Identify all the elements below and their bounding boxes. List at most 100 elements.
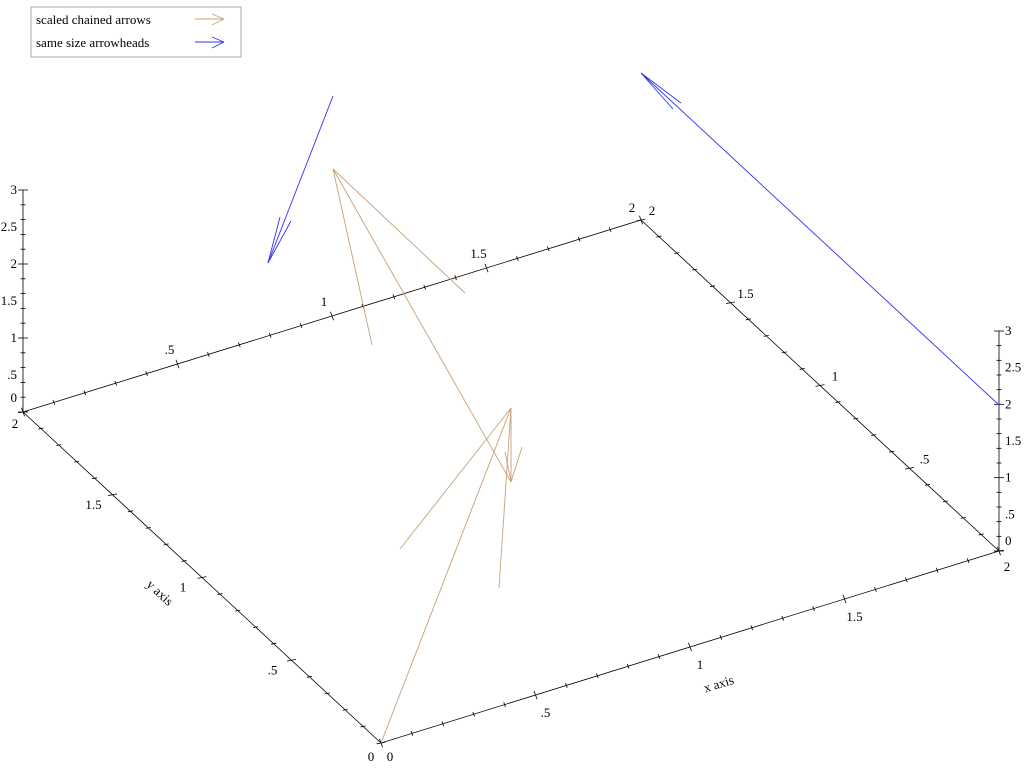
y-tick xyxy=(853,417,859,420)
y-tick xyxy=(306,675,312,678)
y-tick xyxy=(815,384,825,387)
x-tick xyxy=(719,634,723,640)
x-tick xyxy=(484,263,489,273)
y-tick xyxy=(145,526,151,529)
y-tick xyxy=(674,252,680,254)
y-tick xyxy=(799,368,805,370)
z-tick-label-left: 2.5 xyxy=(1,219,17,234)
x-tick xyxy=(52,399,56,405)
y-tick xyxy=(286,658,297,662)
y-tick xyxy=(197,576,207,579)
y-tick xyxy=(960,517,966,519)
chained-arrow-3-head-a xyxy=(510,446,523,483)
y-tick-label: 1 xyxy=(180,580,187,595)
x-tick-label: 1 xyxy=(697,657,704,672)
y-tick xyxy=(889,450,895,453)
chained-arrow-1-head-a xyxy=(399,407,512,550)
y-tick xyxy=(636,218,646,222)
legend: scaled chained arrows same size arrowhea… xyxy=(30,6,242,58)
y-tick xyxy=(835,401,841,403)
x-tick xyxy=(299,323,303,329)
x-tick-label-far: 1 xyxy=(321,294,328,309)
axis-tick-labels: 0.511.52.511.520.511.52.511.520.511.522.… xyxy=(1,182,1022,764)
x-tick xyxy=(533,690,538,700)
x-tick xyxy=(454,275,457,281)
y-tick xyxy=(360,725,366,728)
y-tick-label-right: 1.5 xyxy=(737,286,753,301)
y-tick xyxy=(181,560,187,562)
chained-arrow-2-head-a xyxy=(332,168,466,294)
z-tick-label-left: 1.5 xyxy=(1,293,17,308)
y-tick xyxy=(324,692,330,695)
y-tick xyxy=(163,543,169,546)
x-tick xyxy=(565,682,568,688)
x-tick xyxy=(503,702,506,708)
y-tick xyxy=(978,533,984,536)
x-tick xyxy=(268,332,272,338)
y-tick xyxy=(107,493,118,497)
legend-swatch-scaled-chained-arrows xyxy=(195,13,225,26)
x-tick xyxy=(441,721,445,727)
y-tick-label-right: 1 xyxy=(832,369,839,384)
y-tick xyxy=(127,510,133,513)
y-tick xyxy=(692,268,698,271)
x-tick xyxy=(688,642,692,652)
z-tick-label-right: 2 xyxy=(1005,396,1012,411)
series-same-size-arrowheads xyxy=(267,72,1000,406)
chained-arrow-3-head-b xyxy=(504,451,512,483)
y-tick xyxy=(253,626,259,629)
x-tick xyxy=(596,673,599,679)
y-tick xyxy=(745,318,751,321)
x-tick xyxy=(874,586,877,592)
y-axis-label: y axis xyxy=(144,577,177,609)
x-tick xyxy=(842,594,847,604)
blue-arrow-1-shaft xyxy=(267,95,334,264)
y-tick xyxy=(942,500,948,503)
x-tick xyxy=(330,311,334,321)
z-tick-label-left: 0 xyxy=(11,390,18,405)
x-tick xyxy=(781,615,784,621)
z-tick-label-left: 2 xyxy=(11,256,18,271)
x-tick-label: .5 xyxy=(541,705,551,720)
legend-label-same-size-arrowheads: same size arrowheads xyxy=(36,35,149,50)
chained-arrow-2-head-b xyxy=(332,168,373,346)
x-tick-label-far: 1.5 xyxy=(470,246,486,261)
z-tick-label-left: 3 xyxy=(11,182,18,197)
x-tick xyxy=(207,351,210,357)
legend-box xyxy=(30,6,242,58)
x-tick xyxy=(472,711,475,717)
x-tick-label: 2 xyxy=(1004,559,1011,574)
y-tick xyxy=(725,301,736,305)
blue-arrow-1-head-a xyxy=(267,216,281,264)
blue-arrow-2-head-a xyxy=(640,72,682,104)
x-tick xyxy=(905,577,908,583)
y-tick-label-right: .5 xyxy=(920,451,930,466)
x-tick xyxy=(392,294,396,300)
y-tick xyxy=(763,334,769,337)
x-tick xyxy=(750,625,754,631)
blue-arrow-2-head-b xyxy=(640,72,674,110)
x-tick xyxy=(114,380,117,386)
y-tick-label: 1.5 xyxy=(85,497,101,512)
y-tick-label-right: 2 xyxy=(649,203,656,218)
y-tick-label: 2 xyxy=(12,416,19,431)
z-tick-label-left: .5 xyxy=(7,367,17,382)
y-tick xyxy=(92,477,98,480)
y-tick xyxy=(271,642,277,645)
z-tick-label-right: 0 xyxy=(1005,533,1012,548)
z-tick-label-right: 2.5 xyxy=(1005,360,1021,375)
chained-arrow-1-shaft xyxy=(380,407,512,744)
x-tick xyxy=(812,606,815,612)
z-tick-label-right: .5 xyxy=(1005,506,1015,521)
x-tick xyxy=(83,390,87,396)
x-tick xyxy=(238,342,241,348)
z-tick-label-right: 3 xyxy=(1005,323,1012,338)
x-tick xyxy=(626,663,630,669)
y-tick xyxy=(217,593,223,595)
blue-arrow-1-head-b xyxy=(267,220,292,264)
y-tick xyxy=(710,285,716,288)
x-tick xyxy=(657,654,661,660)
y-tick xyxy=(656,235,662,238)
z-tick-label-left: 1 xyxy=(11,330,18,345)
